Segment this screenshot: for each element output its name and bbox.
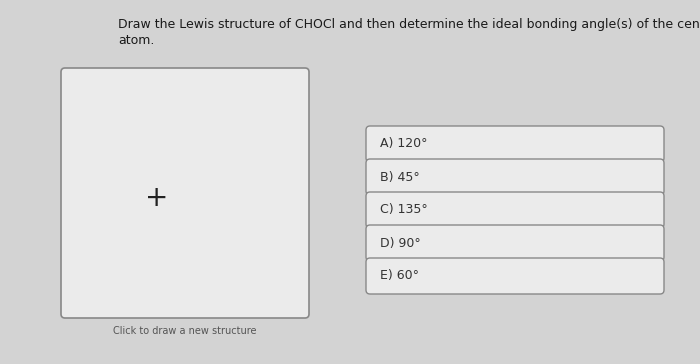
FancyBboxPatch shape — [366, 159, 664, 195]
Text: E) 60°: E) 60° — [380, 269, 419, 282]
FancyBboxPatch shape — [366, 225, 664, 261]
Text: D) 90°: D) 90° — [380, 237, 421, 249]
Text: +: + — [144, 184, 168, 212]
FancyBboxPatch shape — [61, 68, 309, 318]
Text: Draw the Lewis structure of CHOCl and then determine the ideal bonding angle(s) : Draw the Lewis structure of CHOCl and th… — [118, 18, 700, 31]
Text: B) 45°: B) 45° — [380, 170, 420, 183]
Text: A) 120°: A) 120° — [380, 138, 428, 150]
FancyBboxPatch shape — [366, 258, 664, 294]
FancyBboxPatch shape — [366, 126, 664, 162]
Text: atom.: atom. — [118, 34, 155, 47]
Text: Click to draw a new structure: Click to draw a new structure — [113, 326, 257, 336]
FancyBboxPatch shape — [366, 192, 664, 228]
Text: C) 135°: C) 135° — [380, 203, 428, 217]
